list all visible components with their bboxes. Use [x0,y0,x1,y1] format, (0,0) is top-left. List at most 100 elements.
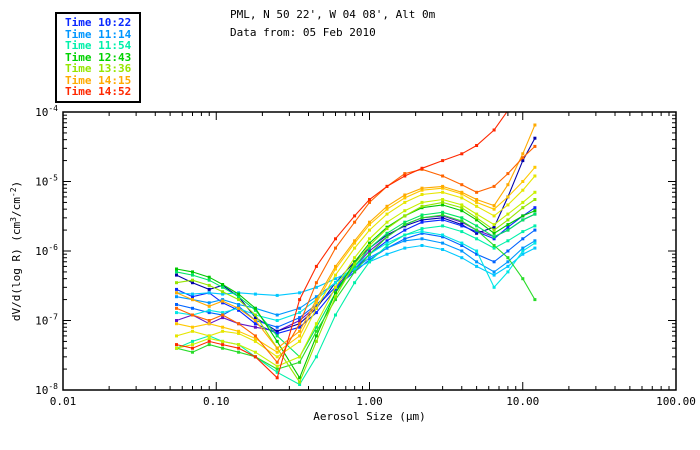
data-point-marker [460,152,464,156]
series-line-11:14 [176,238,536,316]
data-point-marker [441,198,445,201]
data-point-marker [253,319,257,322]
data-point-marker [275,334,279,338]
data-point-marker [334,291,337,295]
data-point-marker [492,228,496,232]
data-point-marker [460,196,464,200]
data-point-marker [521,200,525,204]
data-point-marker [521,252,525,256]
data-point-marker [441,203,445,207]
data-point-marker [403,209,407,213]
data-point-marker [353,256,357,260]
y-tick-label: 10-6 [35,243,58,258]
data-point-marker [492,223,496,227]
data-point-marker [314,285,318,289]
data-point-marker [420,166,424,170]
data-point-marker [298,322,302,326]
data-point-marker [191,339,194,343]
data-point-marker [175,287,178,291]
data-point-marker [403,237,407,241]
data-point-marker [506,172,510,176]
data-point-marker [334,267,337,271]
data-point-marker [353,246,357,250]
data-point-marker [368,228,371,232]
data-point-marker [275,319,279,322]
data-point-marker [237,322,241,326]
series-line-14:52 [176,112,508,379]
data-point-marker [533,165,537,169]
data-point-marker [314,329,318,333]
data-point-marker [521,152,525,156]
data-point-marker [385,244,389,247]
data-point-marker [253,337,257,340]
data-point-marker [441,233,445,237]
data-point-marker [207,275,211,279]
data-point-marker [441,241,445,245]
data-point-marker [403,239,407,243]
data-point-marker [506,260,510,264]
data-point-marker [275,370,279,374]
data-point-marker [221,325,225,329]
data-point-marker [492,273,496,277]
data-point-marker [221,343,225,347]
data-point-marker [403,193,407,197]
data-point-marker [475,264,479,268]
data-point-marker [506,225,510,229]
data-point-marker [460,230,464,234]
data-point-marker [533,144,537,148]
data-point-marker [298,380,302,384]
data-point-marker [253,313,257,317]
data-point-marker [368,220,371,224]
data-point-marker [275,346,279,350]
data-point-marker [475,204,479,208]
data-point-marker [475,144,479,147]
data-point-marker [441,248,445,251]
data-point-marker [353,264,357,268]
data-point-marker [175,322,178,326]
data-point-marker [506,218,510,222]
data-point-marker [221,329,225,333]
data-point-marker [353,220,357,224]
data-point-marker [492,270,496,274]
data-point-marker [207,278,211,282]
data-point-marker [237,295,241,299]
series-line-13:36 [176,191,536,367]
series-line-14:15 [176,166,536,353]
data-point-marker [207,337,211,340]
data-point-marker [460,216,464,220]
data-point-marker [521,214,525,218]
data-point-marker [521,180,525,183]
data-point-marker [403,174,407,178]
data-point-marker [175,343,178,347]
data-point-marker [191,298,194,302]
data-point-marker [521,159,525,163]
data-point-marker [460,219,464,223]
data-point-marker [353,262,357,266]
data-point-marker [403,233,407,237]
data-point-marker [298,325,302,329]
data-point-marker [420,237,424,241]
series-line-11:54 [176,231,536,322]
data-point-marker [403,223,407,227]
data-point-marker [334,281,337,285]
data-point-marker [275,355,279,359]
data-point-marker [275,339,279,343]
data-point-marker [191,295,194,299]
data-point-marker [521,230,525,234]
series-group [175,112,537,386]
data-point-marker [475,228,479,232]
data-point-marker [298,306,302,310]
series-line-14:15 [176,124,536,349]
data-point-marker [441,213,445,217]
data-point-marker [368,223,371,227]
y-tick-label: 10-4 [35,104,58,119]
data-point-marker [253,325,257,329]
data-point-marker [253,316,257,320]
data-point-marker [533,239,537,243]
data-point-marker [253,292,257,296]
plot-subtitle: Data from: 05 Feb 2010 [230,26,376,39]
data-point-marker [175,303,178,306]
data-point-marker [533,246,537,250]
data-point-marker [533,206,537,210]
